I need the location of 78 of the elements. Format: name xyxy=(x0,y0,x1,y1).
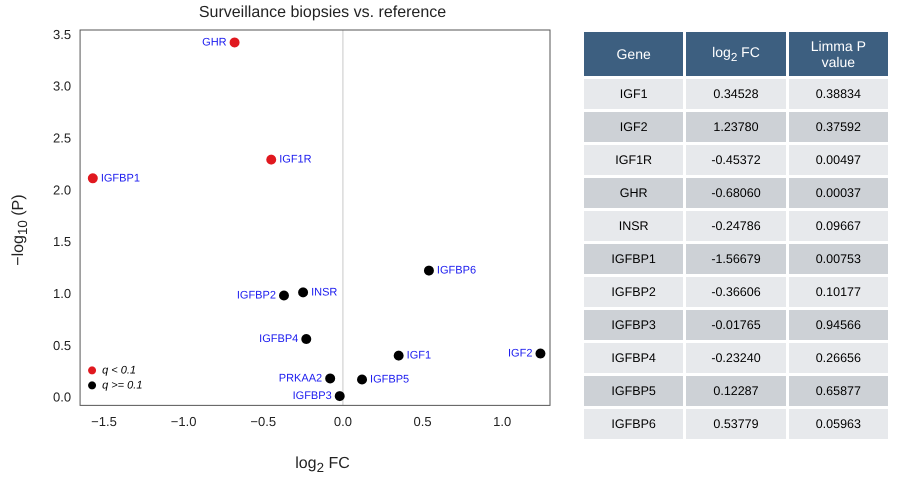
text: 0.53779 xyxy=(713,417,759,431)
y-tick-label: 1.5 xyxy=(52,234,72,250)
data-label: IGF1R xyxy=(279,154,312,166)
text: IGF1 xyxy=(620,87,648,101)
text: 0.05963 xyxy=(816,417,861,431)
legend-label: q < 0.1 xyxy=(102,364,136,376)
y-tick-label: 1.0 xyxy=(52,286,72,302)
point xyxy=(298,287,308,298)
data-label: IGFBP2 xyxy=(236,290,276,302)
point xyxy=(301,334,312,344)
x-tick-label: −0.5 xyxy=(250,414,276,429)
x-tick-label: 0.0 xyxy=(334,414,352,429)
text: GHR xyxy=(620,186,648,200)
data-label: PRKAA2 xyxy=(278,372,322,384)
text: 0.00497 xyxy=(816,153,861,167)
point xyxy=(266,154,276,165)
text: 0.10177 xyxy=(816,285,861,299)
text: 0.65877 xyxy=(816,384,861,398)
x-axis-title: log$_{2}$ FC xyxy=(294,455,351,476)
x-tick-label: 0.5 xyxy=(414,414,432,429)
data-label: IGF1 xyxy=(406,350,432,362)
data-label: IGF2 xyxy=(508,348,532,360)
x-tick-label: −1.0 xyxy=(170,414,196,429)
text: -0.45372 xyxy=(711,153,761,167)
text: IGF1R xyxy=(615,153,652,167)
category-label: Limma P value xyxy=(788,32,888,76)
category-label: log$_{2}$ FC xyxy=(686,32,786,76)
x-tick-label: −1.5 xyxy=(91,414,117,429)
text: 1.23780 xyxy=(713,120,759,134)
y-tick-label: 0.0 xyxy=(52,390,72,405)
point xyxy=(535,348,546,359)
text: -0.68060 xyxy=(711,186,761,200)
point xyxy=(424,266,434,276)
legend-label: q >= 0.1 xyxy=(102,379,142,392)
text: 0.12287 xyxy=(713,384,759,398)
point xyxy=(325,373,336,384)
data-label: IGFBP6 xyxy=(436,264,476,277)
point xyxy=(88,173,98,184)
text: 0.00037 xyxy=(816,186,861,200)
text: IGFBP4 xyxy=(611,351,656,365)
point xyxy=(357,374,368,384)
data-label: IGFBP3 xyxy=(292,390,332,402)
text: 0.00753 xyxy=(816,252,861,266)
y-tick-label: 3.5 xyxy=(52,26,72,42)
y-tick-label: 2.0 xyxy=(52,182,72,198)
text: 0.09667 xyxy=(816,219,861,233)
y-tick-label: 3.0 xyxy=(52,78,72,94)
data-label: GHR xyxy=(202,36,227,48)
text: -0.24786 xyxy=(711,219,761,233)
text: IGFBP3 xyxy=(611,318,656,332)
data-label: IGFBP4 xyxy=(259,333,298,346)
text: IGFBP1 xyxy=(611,252,656,266)
text: IGFBP5 xyxy=(611,384,656,398)
y-tick-label: 0.5 xyxy=(52,338,72,353)
text: 0.94566 xyxy=(816,318,861,332)
text: -0.01765 xyxy=(711,318,761,332)
point xyxy=(278,290,289,300)
text: 0.37592 xyxy=(816,120,861,134)
text: IGF2 xyxy=(620,120,648,134)
text: IGFBP2 xyxy=(611,285,656,299)
text: -1.56679 xyxy=(711,252,761,266)
text: INSR xyxy=(618,219,649,233)
text: IGFBP6 xyxy=(611,417,656,431)
point xyxy=(394,350,404,361)
y-tick-label: 2.5 xyxy=(52,130,72,146)
point xyxy=(230,37,240,48)
text: 0.26656 xyxy=(816,351,861,365)
data-label: IGFBP5 xyxy=(370,374,410,386)
data-label: IGFBP1 xyxy=(100,172,140,184)
chart-title: Surveillance biopsies vs. reference xyxy=(198,4,448,22)
text: 0.38834 xyxy=(816,87,861,101)
text: -0.23240 xyxy=(711,351,761,365)
x-tick-label: 1.0 xyxy=(493,414,512,429)
category-label: Gene xyxy=(584,32,684,76)
point xyxy=(334,391,345,402)
text: 0.34528 xyxy=(713,87,759,101)
data-label: INSR xyxy=(311,286,338,298)
text: -0.36606 xyxy=(711,285,761,299)
